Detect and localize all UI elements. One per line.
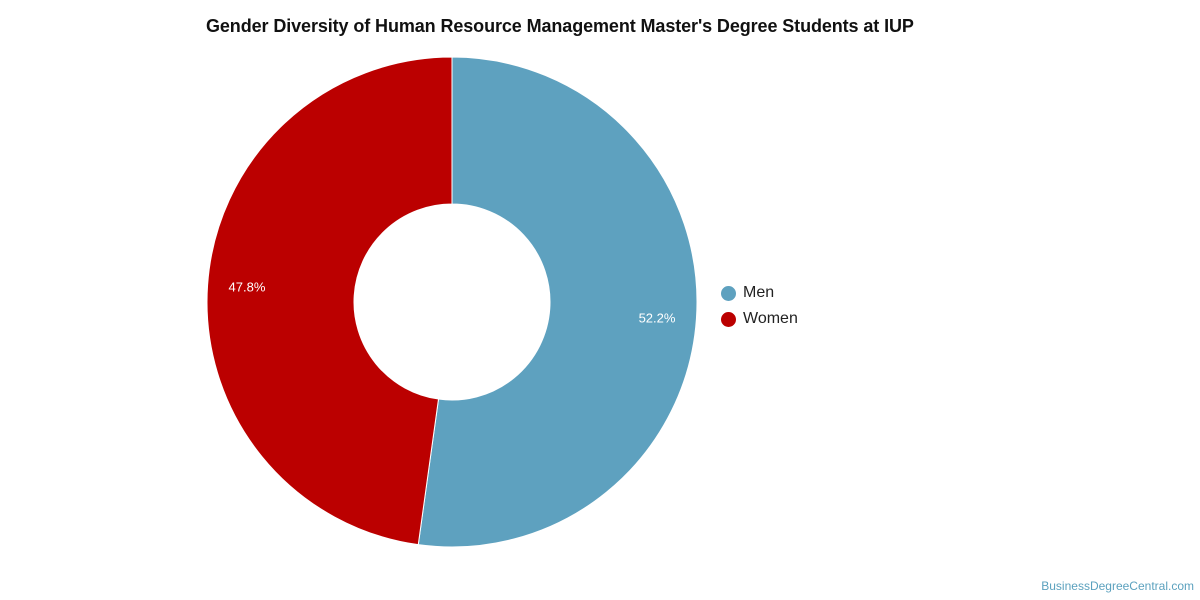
slice-men[interactable] [417, 56, 698, 548]
slice-women[interactable] [206, 56, 453, 546]
legend-swatch-men [721, 285, 736, 301]
slice-label-men: 52.2% [639, 310, 676, 325]
legend-item-women[interactable]: Women [721, 306, 798, 332]
source-watermark[interactable]: BusinessDegreeCentral.com [1041, 579, 1194, 593]
legend-item-men[interactable]: Men [721, 280, 798, 306]
chart-title: Gender Diversity of Human Resource Manag… [206, 16, 914, 36]
chart-legend: Men Women [721, 280, 798, 332]
slice-label-women: 47.8% [229, 280, 266, 295]
legend-label-men: Men [743, 284, 775, 301]
legend-label-women: Women [743, 310, 798, 327]
legend-swatch-women [721, 311, 736, 327]
